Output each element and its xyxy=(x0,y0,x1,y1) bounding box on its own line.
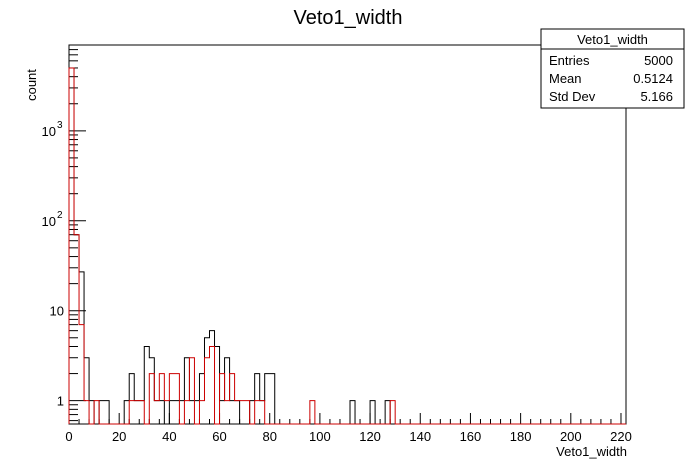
histogram-series-2 xyxy=(68,67,626,425)
x-tick-label: 140 xyxy=(409,429,431,444)
x-tick-label: 100 xyxy=(309,429,331,444)
x-tick-label: 80 xyxy=(262,429,276,444)
stats-mean-value: 0.5124 xyxy=(633,71,673,86)
stats-stddev-label: Std Dev xyxy=(549,89,596,104)
x-tick-label: 0 xyxy=(65,429,72,444)
stats-entries-value: 5000 xyxy=(644,53,673,68)
y-tick-label: 10 xyxy=(42,124,56,139)
x-tick-label: 200 xyxy=(560,429,582,444)
x-axis: 0 20 40 60 80 100 120 140 160 180 200 220 xyxy=(65,413,632,444)
x-tick-label: 20 xyxy=(112,429,126,444)
stats-entries-label: Entries xyxy=(549,53,590,68)
x-tick-label: 180 xyxy=(510,429,532,444)
y-tick-label: 1 xyxy=(57,394,64,409)
x-axis-label: Veto1_width xyxy=(556,444,627,459)
y-axis-label: count xyxy=(24,69,39,101)
stats-box: Veto1_width Entries 5000 Mean 0.5124 Std… xyxy=(540,28,685,109)
y-tick-label-exponent: 2 xyxy=(57,210,63,221)
x-tick-label: 220 xyxy=(610,429,632,444)
y-tick-label-exponent: 3 xyxy=(57,120,63,131)
stats-mean-label: Mean xyxy=(549,71,582,86)
y-tick-label: 10 xyxy=(50,304,64,319)
stats-box-frame xyxy=(540,28,685,109)
stats-box-title: Veto1_width xyxy=(577,32,648,47)
x-tick-label: 120 xyxy=(359,429,381,444)
x-tick-label: 60 xyxy=(212,429,226,444)
series-layer xyxy=(68,67,626,425)
x-tick-label: 160 xyxy=(460,429,482,444)
y-tick-label: 10 xyxy=(42,214,56,229)
histogram-series-1 xyxy=(68,67,626,425)
x-tick-label: 40 xyxy=(162,429,176,444)
stats-stddev-value: 5.166 xyxy=(640,89,673,104)
chart-title: Veto1_width xyxy=(294,7,403,29)
